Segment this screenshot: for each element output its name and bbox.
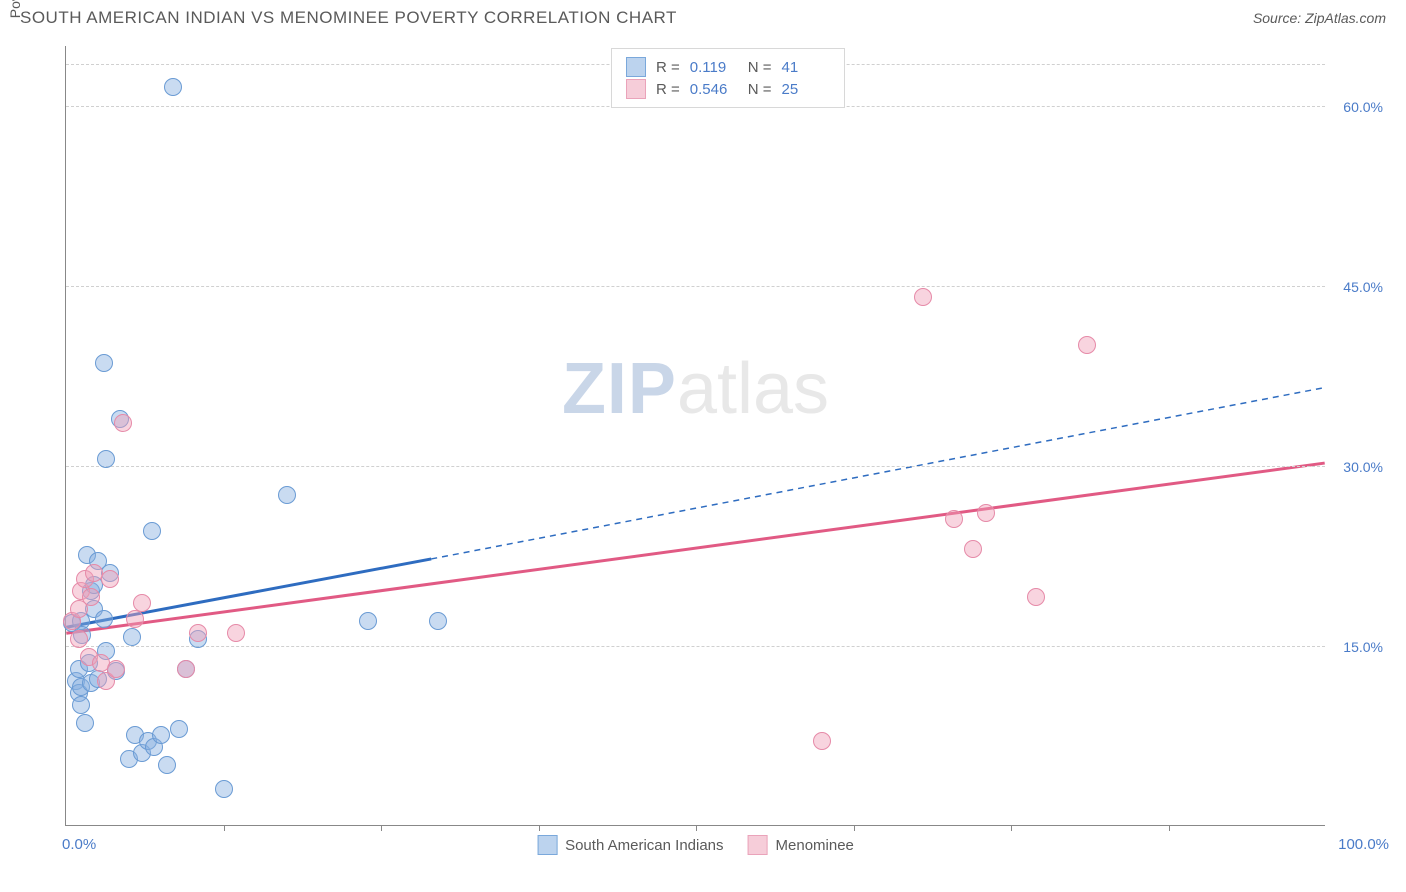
- watermark: ZIPatlas: [562, 348, 829, 430]
- scatter-point: [189, 624, 207, 642]
- y-axis-label: Poverty: [7, 0, 23, 18]
- x-tick: [696, 825, 697, 831]
- y-tick-label: 45.0%: [1343, 279, 1383, 295]
- y-tick-label: 60.0%: [1343, 99, 1383, 115]
- x-tick: [381, 825, 382, 831]
- x-tick: [224, 825, 225, 831]
- trend-lines: [66, 46, 1325, 825]
- scatter-point: [123, 628, 141, 646]
- legend-swatch: [537, 835, 557, 855]
- legend-row: R =0.546N =25: [626, 79, 830, 99]
- scatter-point: [170, 720, 188, 738]
- scatter-point: [85, 564, 103, 582]
- scatter-point: [158, 756, 176, 774]
- scatter-point: [152, 726, 170, 744]
- x-tick: [1011, 825, 1012, 831]
- legend-swatch: [748, 835, 768, 855]
- scatter-point: [227, 624, 245, 642]
- source-label: Source: ZipAtlas.com: [1253, 10, 1386, 26]
- scatter-point: [278, 486, 296, 504]
- scatter-point: [95, 610, 113, 628]
- scatter-point: [964, 540, 982, 558]
- series-legend: South American Indians Menominee: [537, 835, 854, 855]
- scatter-point: [813, 732, 831, 750]
- x-tick: [854, 825, 855, 831]
- scatter-point: [429, 612, 447, 630]
- scatter-point: [72, 696, 90, 714]
- y-tick-label: 15.0%: [1343, 639, 1383, 655]
- scatter-point: [143, 522, 161, 540]
- scatter-point: [164, 78, 182, 96]
- correlation-legend: R =0.119N =41R =0.546N =25: [611, 48, 845, 108]
- scatter-point: [359, 612, 377, 630]
- legend-swatch: [626, 57, 646, 77]
- y-tick-label: 30.0%: [1343, 459, 1383, 475]
- scatter-point: [945, 510, 963, 528]
- scatter-point: [177, 660, 195, 678]
- chart-title: SOUTH AMERICAN INDIAN VS MENOMINEE POVER…: [20, 8, 677, 28]
- legend-row: R =0.119N =41: [626, 57, 830, 77]
- scatter-point: [101, 570, 119, 588]
- x-tick: [1169, 825, 1170, 831]
- scatter-point: [70, 630, 88, 648]
- scatter-point: [76, 714, 94, 732]
- scatter-point: [126, 610, 144, 628]
- legend-swatch: [626, 79, 646, 99]
- x-axis-min-label: 0.0%: [62, 836, 96, 853]
- scatter-point: [82, 588, 100, 606]
- scatter-point: [114, 414, 132, 432]
- scatter-point: [97, 450, 115, 468]
- gridline: 30.0%: [66, 466, 1325, 467]
- x-tick: [539, 825, 540, 831]
- plot-area: ZIPatlas 15.0%30.0%45.0%60.0%0.0%100.0%R…: [65, 46, 1325, 826]
- series-legend-item: South American Indians: [537, 835, 723, 855]
- scatter-point: [107, 660, 125, 678]
- scatter-point: [133, 594, 151, 612]
- scatter-point: [977, 504, 995, 522]
- scatter-point: [1027, 588, 1045, 606]
- scatter-point: [95, 354, 113, 372]
- series-legend-item: Menominee: [748, 835, 854, 855]
- gridline: 45.0%: [66, 286, 1325, 287]
- scatter-point: [1078, 336, 1096, 354]
- gridline: 15.0%: [66, 646, 1325, 647]
- x-axis-max-label: 100.0%: [1338, 836, 1389, 853]
- scatter-point: [215, 780, 233, 798]
- scatter-point: [914, 288, 932, 306]
